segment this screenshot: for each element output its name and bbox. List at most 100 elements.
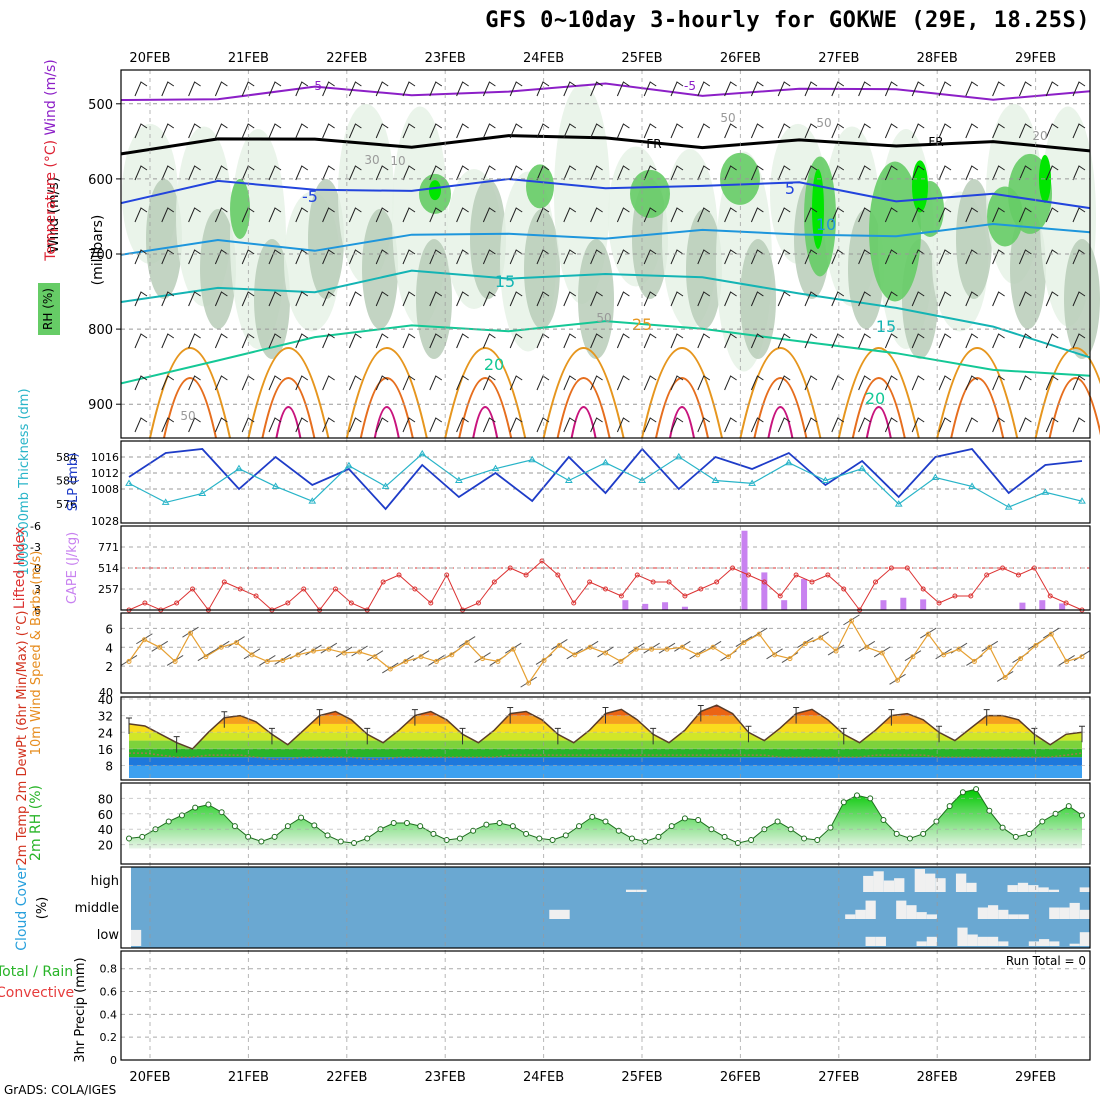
- wind-barb: [616, 291, 630, 307]
- cloud-bar: [967, 934, 978, 946]
- temp-contour-dome: [345, 347, 428, 439]
- temp-minmax-bar: [888, 709, 895, 726]
- cloud-bar: [1069, 902, 1080, 919]
- wind-speed-marker: [526, 680, 532, 686]
- thickness-marker: [968, 482, 976, 489]
- wind-barb: [482, 249, 496, 265]
- wind-barb: [616, 207, 630, 223]
- wind-barb: [429, 165, 443, 181]
- temp-contour-dome: [655, 377, 709, 439]
- cloud-bar: [1028, 885, 1039, 892]
- wind-barb: [402, 417, 416, 433]
- date-label-top: 29FEB: [1015, 51, 1056, 66]
- thickness-marker: [894, 500, 903, 507]
- wind-barb: [482, 333, 496, 349]
- temp-contour-dome: [163, 377, 217, 439]
- wind-barb: [536, 207, 550, 223]
- wind-barb: [348, 291, 362, 307]
- y-tick-label: 40: [98, 823, 113, 837]
- rh-marker: [1026, 830, 1033, 837]
- wind-barb: [643, 291, 657, 307]
- axis-label-rh: RH (%): [41, 288, 55, 330]
- wind-speed-marker: [418, 654, 424, 660]
- rh-shade: [524, 209, 560, 330]
- rh-marker: [549, 836, 556, 843]
- wind-barb: [777, 417, 791, 433]
- wind-barb: [295, 375, 309, 391]
- wind-speed-marker: [249, 652, 255, 658]
- rh-shade-peak: [812, 168, 824, 249]
- wind-barb: [214, 375, 228, 391]
- wind-barb: [456, 333, 469, 349]
- wind-barb: [295, 249, 309, 265]
- wind-barb: [161, 123, 175, 139]
- temp-contour-dome: [753, 377, 808, 439]
- rh-marker: [562, 832, 569, 839]
- contour-label: 5: [785, 179, 795, 198]
- cape-bar: [662, 602, 669, 610]
- temp-contour-dome: [950, 377, 1005, 439]
- wind-barb: [777, 207, 791, 223]
- lifted-index-marker: [1063, 600, 1069, 606]
- wind-barb: [563, 123, 577, 139]
- wind-barb: [858, 81, 871, 97]
- wind-barb: [781, 652, 799, 664]
- wind-barb: [482, 291, 496, 307]
- wind-speed-marker: [1048, 631, 1054, 637]
- wind-barb: [777, 375, 791, 391]
- wind-barb: [965, 333, 979, 349]
- rh-marker: [1065, 803, 1072, 810]
- wind-barb: [402, 207, 416, 223]
- thickness-marker: [271, 482, 280, 489]
- wind-barb: [938, 207, 952, 223]
- wind-barb: [134, 207, 148, 223]
- wind-barb: [804, 417, 818, 433]
- wind-barb: [724, 123, 737, 139]
- wind-barb: [268, 333, 282, 349]
- lifted-index-line: [128, 560, 1083, 611]
- rh-marker: [906, 835, 913, 842]
- wind-barb: [724, 333, 737, 349]
- wind-barb: [643, 642, 660, 654]
- y-tick-label: 20: [98, 839, 113, 853]
- cloud-bar: [883, 880, 895, 892]
- y-tick-label: 6: [34, 604, 41, 617]
- temp-band: [129, 765, 1082, 778]
- wind-speed-marker: [126, 658, 132, 664]
- wind-barb: [482, 165, 496, 181]
- wind-speed-marker: [280, 657, 286, 663]
- date-label-bottom: 26FEB: [720, 1070, 761, 1085]
- rh-shade: [686, 209, 722, 330]
- rh-shade: [740, 239, 776, 360]
- cloud-level-label: middle: [75, 901, 119, 916]
- rh-marker: [496, 820, 503, 827]
- temp-band: [129, 705, 1082, 708]
- wind-barb: [831, 123, 845, 139]
- wind-barb: [1042, 627, 1060, 639]
- wind-barb: [134, 333, 148, 349]
- run-total-label: Run Total = 0: [1006, 954, 1086, 968]
- lifted-index-marker: [253, 593, 259, 599]
- thickness-line: [128, 453, 1083, 508]
- wind-barb: [911, 291, 925, 307]
- wind-barb: [551, 638, 568, 650]
- wind-barb: [214, 123, 228, 139]
- wind-barb: [295, 81, 309, 97]
- wind-barb: [1018, 165, 1032, 181]
- date-label-bottom: 28FEB: [917, 1070, 958, 1085]
- wind-barb: [590, 417, 603, 433]
- date-label-top: 21FEB: [228, 51, 269, 66]
- cloud-bar: [914, 869, 926, 892]
- panel-frame-cloud-cover: [120, 866, 1091, 949]
- wind-barb: [804, 375, 818, 391]
- lifted-index-marker: [396, 572, 402, 578]
- y-tick-label: 600: [88, 173, 113, 188]
- date-label-bottom: 29FEB: [1015, 1070, 1056, 1085]
- lifted-index-marker: [428, 600, 434, 606]
- wind-barb: [188, 291, 201, 307]
- wind-barb: [1072, 333, 1086, 349]
- rh-marker: [986, 807, 993, 814]
- y-tick-label: 2: [105, 660, 113, 674]
- wind-barb: [482, 207, 496, 223]
- temp-contour-dome: [641, 347, 723, 439]
